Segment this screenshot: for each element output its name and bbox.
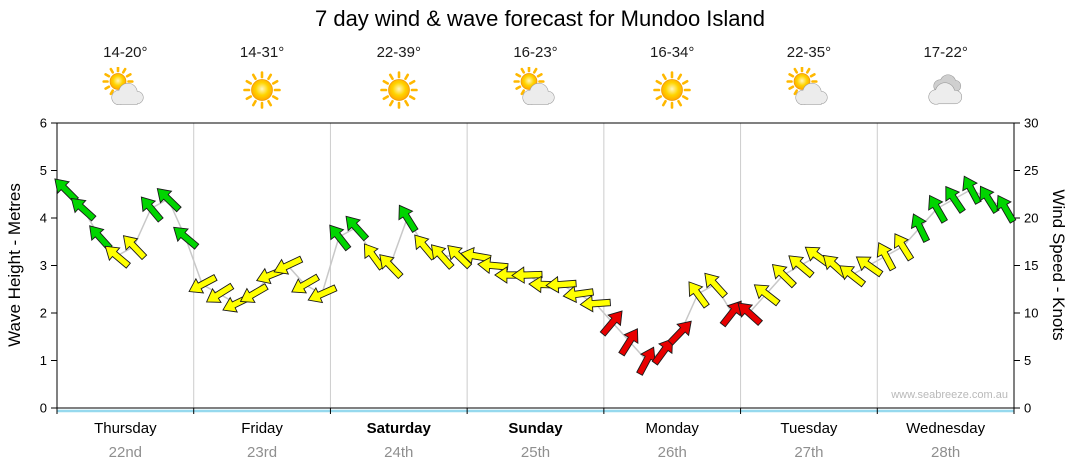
weather-icon-sun <box>649 67 695 113</box>
wind-arrow <box>273 255 304 275</box>
wind-arrow <box>122 235 148 261</box>
wind-arrow <box>70 197 97 222</box>
day-date-label: 25th <box>520 444 551 461</box>
page-title: 7 day wind & wave forecast for Mundoo Is… <box>314 6 766 31</box>
wind-arrow <box>688 281 710 309</box>
wind-arrow <box>379 254 404 280</box>
wind-arrow <box>104 245 131 269</box>
wind-arrow <box>894 233 915 262</box>
wind-arrow <box>618 328 639 357</box>
wind-arrow <box>737 302 764 327</box>
right-axis-tick-label: 20 <box>1024 211 1038 226</box>
day-label: Friday <box>241 420 283 437</box>
wind-arrow <box>156 188 182 213</box>
weather-icon-sun-cloud <box>786 65 832 113</box>
day-date-label: 26th <box>657 444 687 461</box>
day-label: Tuesday <box>780 420 838 437</box>
wind-arrow <box>140 196 164 223</box>
day-temperature: 16-23° <box>513 44 558 61</box>
day-date-label: 24th <box>384 444 414 461</box>
weather-icon-sun-cloud <box>102 65 148 113</box>
wind-arrow <box>545 275 577 294</box>
day-label: Thursday <box>94 420 157 437</box>
sun-icon <box>653 71 692 109</box>
wind-arrow <box>205 282 235 303</box>
right-axis-tick-label: 10 <box>1024 306 1038 321</box>
wind-arrow <box>511 266 543 284</box>
day-label: Saturday <box>366 420 431 437</box>
left-axis-tick-label: 2 <box>40 306 47 321</box>
sun-icon <box>243 71 281 109</box>
right-axis-tick-label: 25 <box>1024 163 1038 178</box>
left-axis-tick-label: 3 <box>40 258 47 273</box>
cloud-icon <box>928 74 962 105</box>
wind-arrow <box>329 224 352 252</box>
wind-arrow <box>447 245 473 270</box>
wind-arrow <box>979 185 1000 215</box>
sun-cloud-icon <box>786 65 828 106</box>
sun-cloud-icon <box>102 65 144 106</box>
wind-arrow <box>962 175 982 205</box>
weather-icon-sun-cloud <box>512 65 559 113</box>
day-label: Wednesday <box>906 420 986 437</box>
wind-arrow <box>771 264 797 289</box>
wind-arrow <box>788 255 815 279</box>
left-axis-tick-label: 6 <box>40 116 47 131</box>
day-temperature: 14-20° <box>103 44 148 61</box>
day-date-label: 22nd <box>108 444 143 461</box>
day-temperature: 17-22° <box>923 44 968 61</box>
wind-arrow <box>996 194 1017 224</box>
wind-arrow <box>291 273 321 294</box>
left-axis-title: Wave Height - Metres <box>5 183 24 347</box>
wind-arrow <box>307 284 338 304</box>
wind-arrow <box>719 300 742 328</box>
wind-arrow <box>928 194 948 224</box>
right-axis-tick-label: 5 <box>1024 353 1031 368</box>
wind-arrow <box>345 215 370 242</box>
wind-arrow <box>667 320 692 346</box>
wind-arrow <box>839 265 867 288</box>
day-label: Sunday <box>508 420 563 437</box>
wind-arrow <box>562 285 595 304</box>
day-temperature: 22-35° <box>786 44 832 61</box>
wind-arrow <box>477 256 509 275</box>
wind-arrow <box>855 256 884 278</box>
wind-arrow <box>579 294 611 313</box>
day-label: Monday <box>645 420 699 437</box>
left-axis-tick-label: 4 <box>40 211 47 226</box>
wind-arrow <box>599 310 623 337</box>
left-axis-tick-label: 1 <box>40 353 47 368</box>
right-axis-title: Wind Speed - Knots <box>1049 189 1068 341</box>
day-temperature: 22-39° <box>376 44 421 61</box>
right-axis-tick-label: 30 <box>1024 116 1038 131</box>
wind-arrow <box>188 274 218 294</box>
sun-cloud-icon <box>512 65 555 106</box>
weather-icon-sun <box>376 67 422 113</box>
day-temperature: 14-31° <box>239 44 285 61</box>
day-date-label: 23rd <box>247 444 278 461</box>
day-temperature: 16-34° <box>650 44 695 61</box>
sun-icon <box>379 71 418 109</box>
wind-arrow <box>876 242 897 272</box>
day-date-label: 27th <box>794 444 824 461</box>
right-axis-tick-label: 15 <box>1024 258 1038 273</box>
wind-arrow <box>398 204 419 234</box>
wind-arrow <box>753 284 781 307</box>
wind-arrow <box>651 338 673 366</box>
wind-arrow <box>430 244 455 270</box>
watermark: www.seabreeze.com.au <box>891 389 1008 401</box>
left-axis-tick-label: 0 <box>40 401 47 416</box>
day-date-label: 28th <box>931 444 961 461</box>
right-axis-tick-label: 0 <box>1024 401 1031 416</box>
wind-arrow <box>239 283 269 303</box>
weather-icon-sun <box>239 67 285 113</box>
weather-icon-cloud <box>923 67 969 113</box>
left-axis-tick-label: 5 <box>40 163 47 178</box>
wind-arrow <box>173 226 200 250</box>
wind-arrow <box>945 185 966 214</box>
wind-arrow <box>704 272 728 299</box>
wind-arrow <box>910 213 931 243</box>
